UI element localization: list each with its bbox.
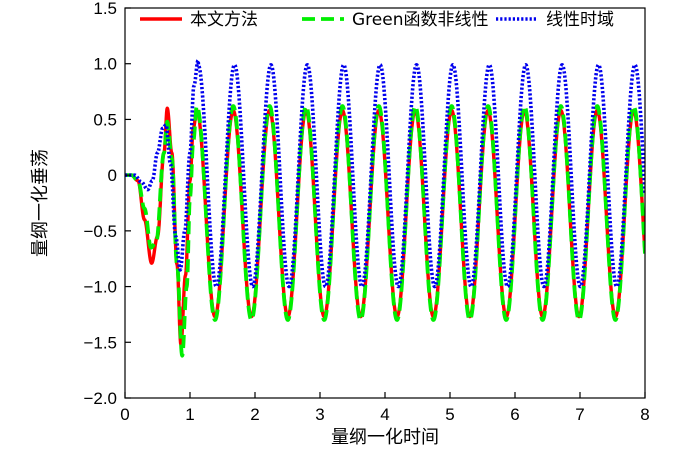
y-tick-label: 0 [108,166,117,185]
x-tick-label: 8 [640,405,649,424]
x-tick-label: 2 [250,405,259,424]
y-tick-label: −1.5 [83,333,117,352]
x-tick-label: 5 [445,405,454,424]
legend-label-1: Green函数非线性 [352,10,488,30]
x-tick-label: 7 [575,405,584,424]
y-tick-label: −0.5 [83,222,117,241]
y-axis-label: 量纲一化垂荡 [30,149,51,257]
y-tick-label: −2.0 [83,389,117,408]
x-axis-label: 量纲一化时间 [331,427,439,448]
series-line-2 [125,58,645,289]
y-tick-label: −1.0 [83,278,117,297]
legend-label-0: 本文方法 [190,10,258,30]
x-tick-label: 3 [315,405,324,424]
x-tick-label: 0 [120,405,129,424]
series-line-1 [125,104,645,358]
legend: 本文方法 Green函数非线性 线性时域 [140,10,614,30]
x-tick-label: 1 [185,405,194,424]
x-tick-label: 6 [510,405,519,424]
legend-label-2: 线性时域 [546,10,614,30]
y-tick-label: 1.0 [93,55,117,74]
series-layer [125,58,645,358]
x-tick-label: 4 [380,405,389,424]
ticks-layer: 0 1 2 3 4 5 6 7 8 −2.0 −1.5 −1.0 −0.5 0 0.5 1.0 1.5 [83,0,649,424]
y-tick-label: 1.5 [93,0,117,18]
y-tick-label: 0.5 [93,110,117,129]
plot-frame [124,7,646,399]
